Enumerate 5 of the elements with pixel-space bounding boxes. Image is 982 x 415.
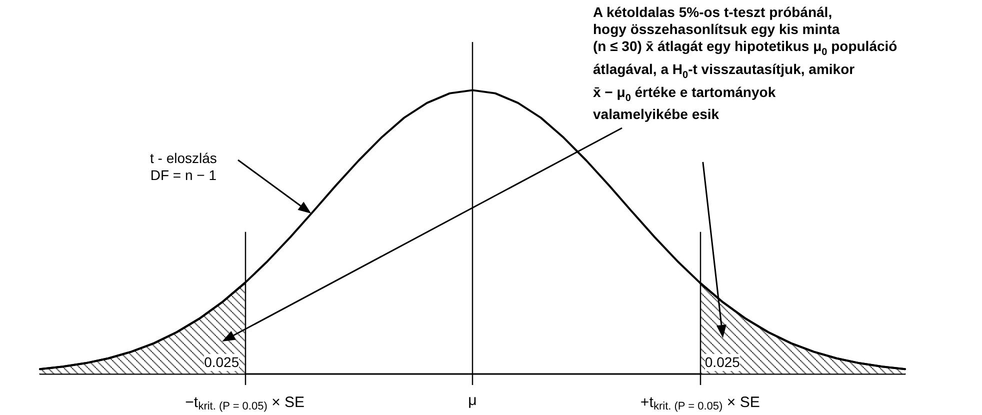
text: A kétoldalas 5%-os t-teszt próbánál, hogy összehasonlítsuk egy kis minta (n ≤ 30) x̄ átlagát egy hipotetikus μ$_{0}$ populáció átlagával, a H$_{0}$-t visszautasítjuk, amikor x̄ − μ$_{0}$ értéke e tartományok valamelyikébe esik: [593, 4, 898, 122]
annotation: 0.025: [204, 354, 240, 371]
x-tick-label: μ: [468, 392, 477, 409]
annotation: t - eloszlás DF = n − 1: [150, 150, 217, 184]
annotation: 0.025: [704, 354, 740, 371]
